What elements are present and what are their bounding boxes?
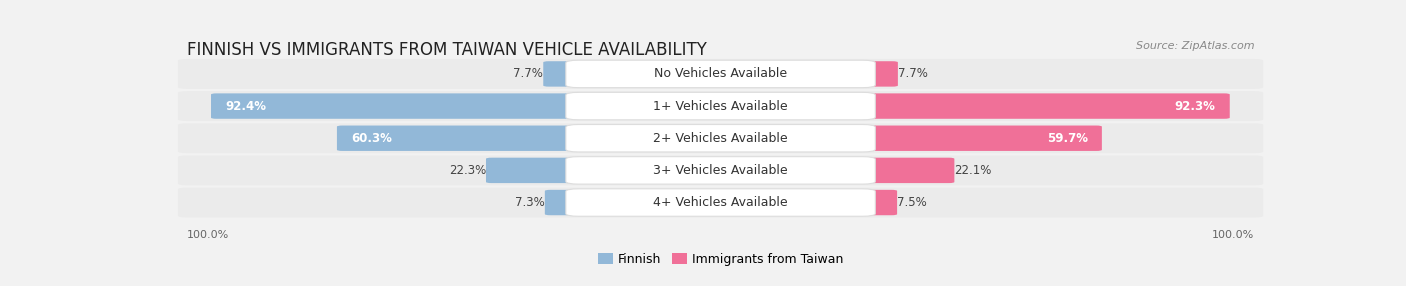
Text: 22.3%: 22.3%: [449, 164, 486, 177]
Text: 92.3%: 92.3%: [1174, 100, 1216, 113]
FancyBboxPatch shape: [565, 92, 876, 120]
Text: 59.7%: 59.7%: [1046, 132, 1088, 145]
FancyBboxPatch shape: [565, 189, 876, 216]
Text: 7.5%: 7.5%: [897, 196, 927, 209]
Text: 4+ Vehicles Available: 4+ Vehicles Available: [654, 196, 787, 209]
Text: 2+ Vehicles Available: 2+ Vehicles Available: [654, 132, 787, 145]
FancyBboxPatch shape: [856, 158, 955, 183]
FancyBboxPatch shape: [211, 94, 585, 119]
Legend: Finnish, Immigrants from Taiwan: Finnish, Immigrants from Taiwan: [598, 253, 844, 266]
Text: 3+ Vehicles Available: 3+ Vehicles Available: [654, 164, 787, 177]
Text: 100.0%: 100.0%: [1212, 230, 1254, 240]
Text: 22.1%: 22.1%: [955, 164, 991, 177]
Text: No Vehicles Available: No Vehicles Available: [654, 67, 787, 80]
Text: FINNISH VS IMMIGRANTS FROM TAIWAN VEHICLE AVAILABILITY: FINNISH VS IMMIGRANTS FROM TAIWAN VEHICL…: [187, 41, 707, 59]
FancyBboxPatch shape: [565, 60, 876, 88]
Text: 7.7%: 7.7%: [513, 67, 543, 80]
Text: 92.4%: 92.4%: [225, 100, 266, 113]
Text: 7.7%: 7.7%: [898, 67, 928, 80]
FancyBboxPatch shape: [179, 123, 1263, 153]
FancyBboxPatch shape: [565, 157, 876, 184]
Text: Source: ZipAtlas.com: Source: ZipAtlas.com: [1136, 41, 1254, 51]
FancyBboxPatch shape: [179, 59, 1263, 89]
Text: 7.3%: 7.3%: [515, 196, 546, 209]
Text: 1+ Vehicles Available: 1+ Vehicles Available: [654, 100, 787, 113]
FancyBboxPatch shape: [856, 61, 898, 87]
FancyBboxPatch shape: [543, 61, 585, 87]
FancyBboxPatch shape: [546, 190, 585, 215]
FancyBboxPatch shape: [179, 188, 1263, 217]
FancyBboxPatch shape: [337, 126, 585, 151]
FancyBboxPatch shape: [565, 124, 876, 152]
FancyBboxPatch shape: [486, 158, 585, 183]
Text: 100.0%: 100.0%: [187, 230, 229, 240]
Text: 60.3%: 60.3%: [352, 132, 392, 145]
FancyBboxPatch shape: [856, 190, 897, 215]
FancyBboxPatch shape: [856, 94, 1230, 119]
FancyBboxPatch shape: [179, 91, 1263, 121]
FancyBboxPatch shape: [856, 126, 1102, 151]
FancyBboxPatch shape: [179, 155, 1263, 185]
